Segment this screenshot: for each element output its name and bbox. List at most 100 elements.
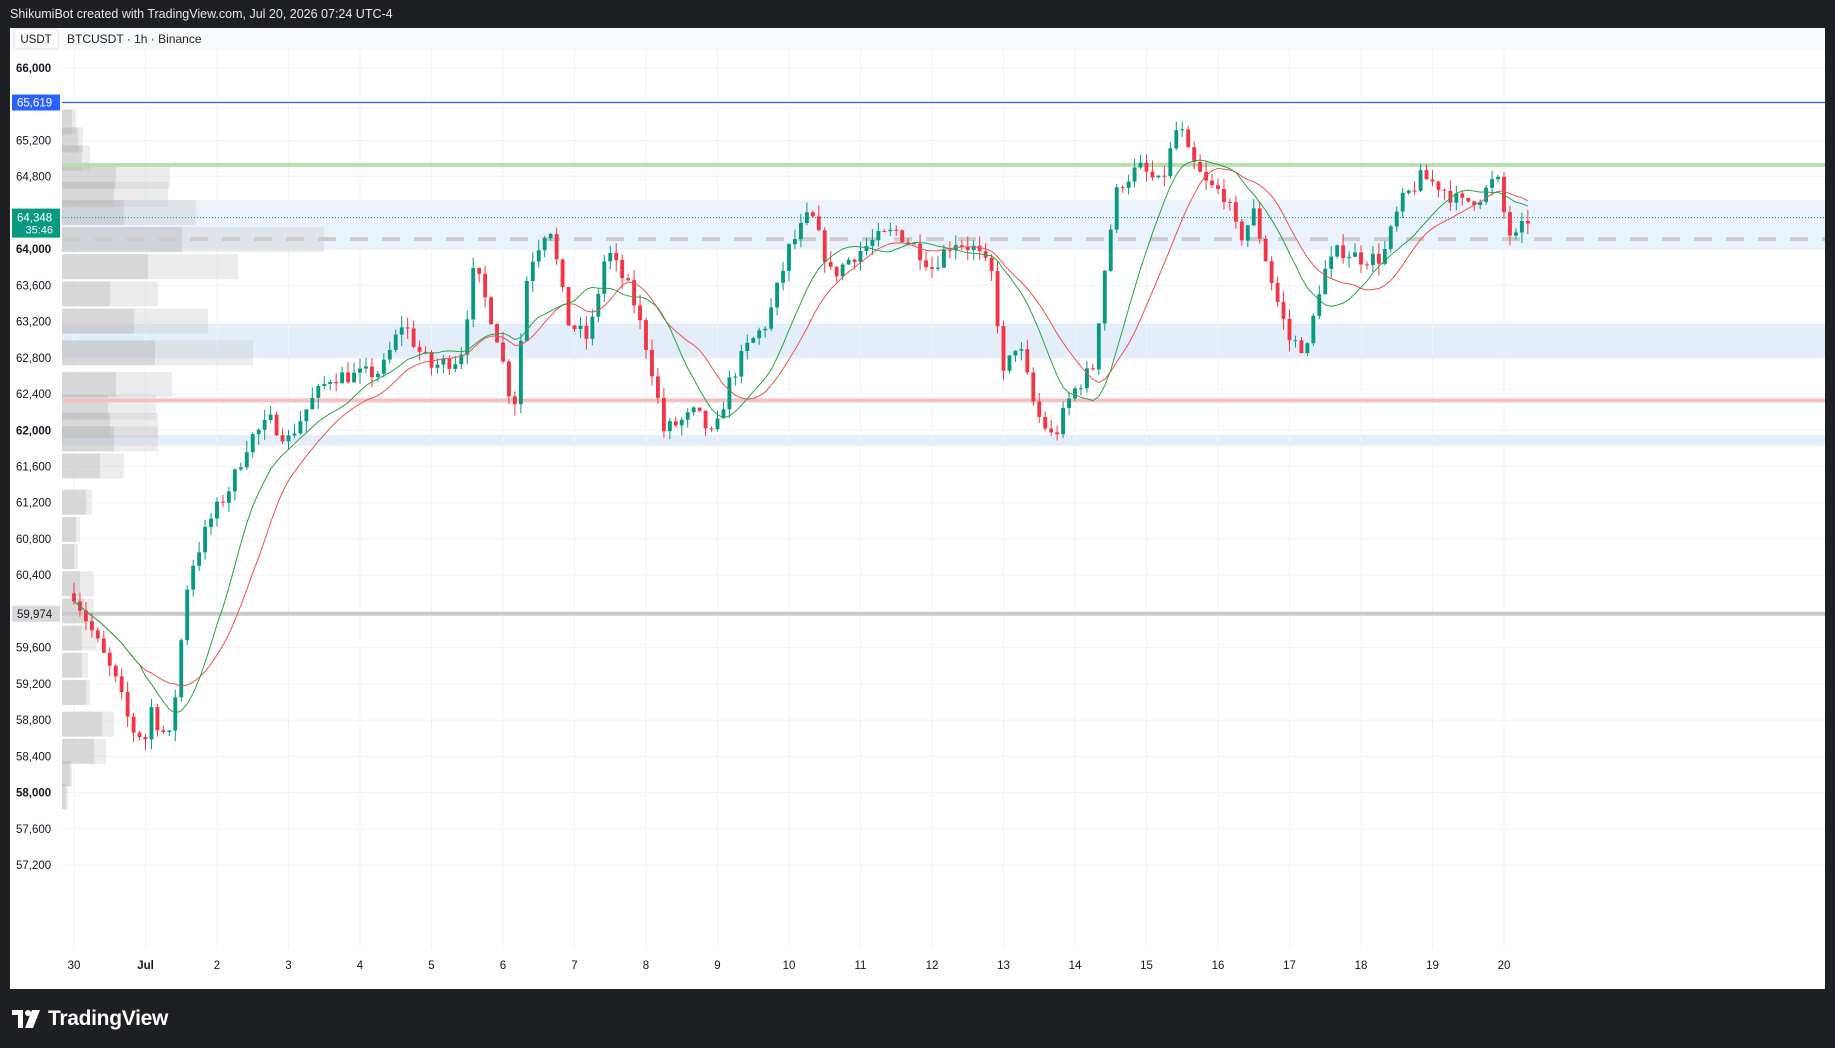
candle[interactable]: [727, 377, 732, 410]
candle[interactable]: [1341, 245, 1346, 259]
candle[interactable]: [1329, 256, 1334, 269]
candle[interactable]: [1263, 238, 1268, 262]
candle[interactable]: [620, 260, 625, 279]
candle[interactable]: [1287, 318, 1292, 341]
candle[interactable]: [733, 376, 738, 378]
candle[interactable]: [387, 350, 392, 360]
candle[interactable]: [822, 230, 827, 263]
candle[interactable]: [1007, 355, 1012, 371]
candle[interactable]: [882, 231, 887, 233]
candle[interactable]: [369, 366, 374, 378]
candle[interactable]: [1335, 245, 1340, 257]
candle[interactable]: [745, 342, 750, 352]
candle[interactable]: [1406, 190, 1411, 193]
candle[interactable]: [1120, 187, 1125, 189]
candle[interactable]: [328, 381, 333, 384]
candle[interactable]: [310, 397, 315, 410]
candle[interactable]: [161, 730, 166, 733]
candle[interactable]: [1484, 187, 1489, 203]
candle[interactable]: [1376, 253, 1381, 264]
candle[interactable]: [793, 239, 797, 245]
candle[interactable]: [661, 397, 666, 432]
candle[interactable]: [113, 665, 118, 677]
candle[interactable]: [304, 409, 309, 422]
candle[interactable]: [1257, 208, 1262, 239]
candle[interactable]: [471, 268, 476, 320]
candle[interactable]: [441, 358, 446, 365]
candle[interactable]: [983, 251, 988, 258]
candle[interactable]: [429, 352, 434, 368]
candle[interactable]: [1466, 197, 1471, 202]
candle[interactable]: [548, 233, 553, 239]
candle[interactable]: [930, 267, 934, 269]
candle[interactable]: [560, 259, 565, 287]
candle[interactable]: [1436, 181, 1441, 190]
candle[interactable]: [685, 412, 690, 420]
candle[interactable]: [936, 267, 940, 269]
candle[interactable]: [888, 229, 893, 232]
candle[interactable]: [483, 273, 488, 298]
candle[interactable]: [989, 257, 994, 272]
candle[interactable]: [1513, 232, 1518, 236]
candle[interactable]: [572, 325, 577, 330]
candle[interactable]: [667, 421, 672, 432]
candle[interactable]: [507, 361, 511, 397]
currency-badge[interactable]: [13, 28, 59, 50]
candle[interactable]: [1216, 185, 1220, 190]
candle[interactable]: [1323, 268, 1328, 295]
candle[interactable]: [364, 366, 368, 369]
candle[interactable]: [417, 346, 422, 352]
candle[interactable]: [864, 245, 869, 251]
candle[interactable]: [977, 245, 982, 252]
candle[interactable]: [1168, 148, 1173, 177]
candle[interactable]: [858, 250, 863, 263]
candle[interactable]: [924, 260, 928, 268]
candle[interactable]: [1359, 252, 1363, 265]
candle[interactable]: [906, 242, 911, 244]
candle[interactable]: [918, 243, 923, 261]
candle[interactable]: [632, 280, 637, 306]
candle[interactable]: [477, 268, 482, 274]
candle[interactable]: [584, 325, 589, 339]
candle[interactable]: [971, 245, 976, 251]
candle[interactable]: [1126, 181, 1131, 188]
candle[interactable]: [322, 383, 327, 387]
candle[interactable]: [149, 707, 154, 740]
candle[interactable]: [316, 386, 321, 398]
candle[interactable]: [804, 212, 809, 224]
candle[interactable]: [900, 230, 905, 243]
candle[interactable]: [566, 286, 571, 326]
candle[interactable]: [644, 320, 648, 350]
candle[interactable]: [286, 435, 291, 442]
candle[interactable]: [769, 307, 774, 329]
candle[interactable]: [1347, 256, 1352, 259]
candle[interactable]: [411, 328, 416, 347]
candle[interactable]: [83, 610, 88, 622]
candle[interactable]: [101, 638, 106, 653]
candlestick-chart[interactable]: 66,00065,20064,80064,40064,00063,60063,2…: [10, 28, 1825, 989]
candle[interactable]: [459, 354, 464, 365]
candle[interactable]: [1305, 343, 1310, 354]
horizontal-levels[interactable]: [62, 101, 1825, 616]
candle[interactable]: [1490, 179, 1495, 188]
candle[interactable]: [721, 409, 726, 419]
candle[interactable]: [1281, 301, 1286, 319]
candle[interactable]: [715, 418, 720, 430]
candle[interactable]: [1067, 398, 1071, 409]
candle[interactable]: [131, 716, 136, 733]
candle[interactable]: [590, 316, 595, 339]
candle[interactable]: [1424, 170, 1429, 180]
candle[interactable]: [72, 593, 76, 602]
candle[interactable]: [828, 262, 833, 267]
candles[interactable]: [72, 121, 1530, 751]
candle[interactable]: [340, 372, 345, 384]
candle[interactable]: [155, 707, 160, 731]
candle[interactable]: [602, 261, 607, 294]
candle[interactable]: [221, 501, 225, 503]
candle[interactable]: [852, 259, 857, 263]
chart-panel[interactable]: 66,00065,20064,80064,40064,00063,60063,2…: [10, 28, 1825, 989]
candle[interactable]: [1090, 368, 1095, 370]
candle[interactable]: [1519, 221, 1524, 233]
candle[interactable]: [1037, 401, 1042, 417]
candle[interactable]: [393, 334, 398, 351]
